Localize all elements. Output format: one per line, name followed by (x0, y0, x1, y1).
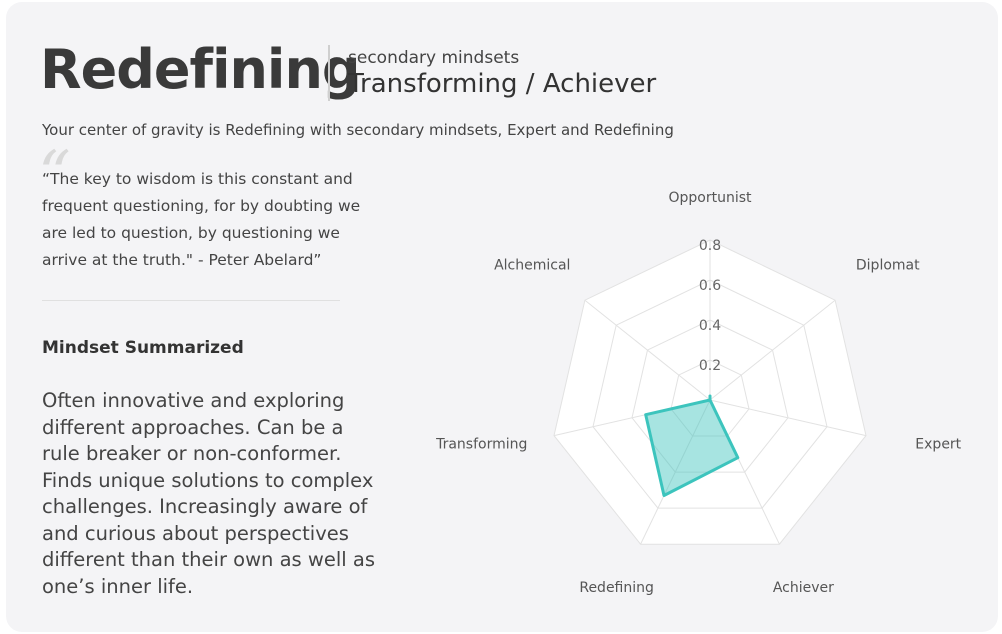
tick-label: 0.4 (699, 318, 721, 334)
tick-label: 0.6 (699, 278, 721, 294)
data-area (644, 394, 740, 497)
axis-label: Redefining (579, 580, 654, 596)
divider (328, 45, 330, 101)
axis-label: Achiever (773, 580, 834, 596)
tick-label: 0.2 (699, 358, 721, 374)
secondary-value: Transforming / Achiever (348, 69, 657, 99)
summary-heading: Mindset Summarized (42, 338, 244, 358)
axis-label: Transforming (435, 437, 527, 453)
quote-icon: “ (38, 138, 71, 212)
summary-text: Often innovative and exploring different… (42, 389, 375, 598)
axis-label: Diplomat (856, 257, 920, 273)
title: Redefining (40, 38, 361, 101)
grid-ring (592, 279, 828, 509)
grid-ring (553, 239, 867, 545)
secondary-label: secondary mindsets (348, 48, 520, 68)
separator (42, 300, 340, 301)
axis-label: Opportunist (668, 190, 752, 206)
axis-label: Expert (915, 437, 961, 453)
tick-label: 0.8 (699, 238, 721, 254)
axis-label: Alchemical (494, 257, 570, 273)
subtitle: Your center of gravity is Redefining wit… (42, 121, 674, 139)
grid-ring (670, 359, 750, 437)
quote: “The key to wisdom is this constant and … (42, 170, 361, 269)
